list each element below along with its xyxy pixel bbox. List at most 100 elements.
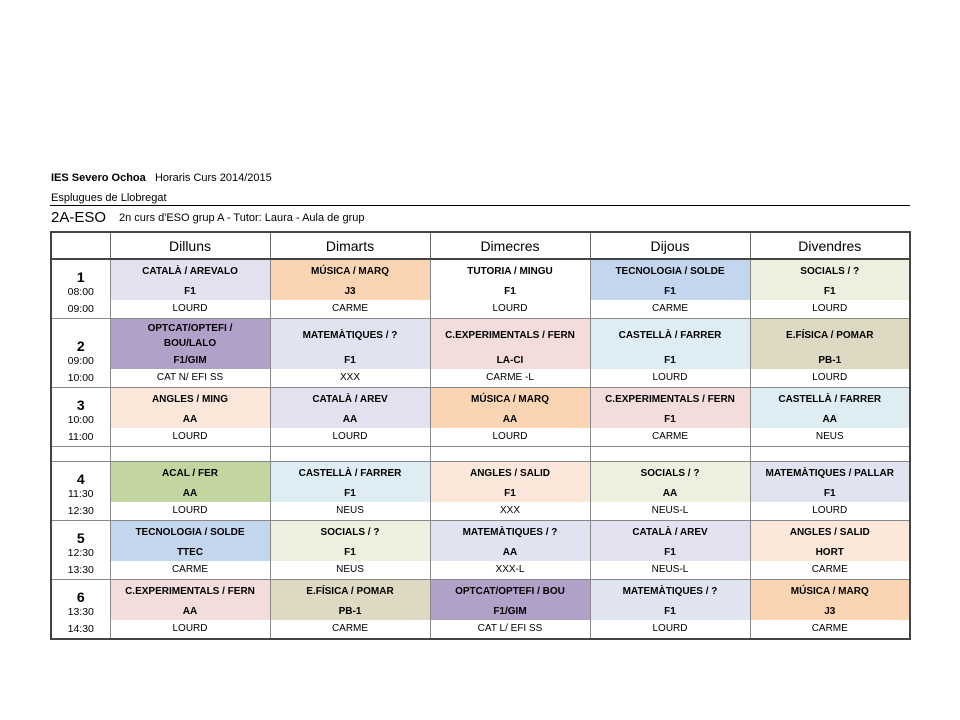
room-cell: F1 (589, 412, 750, 428)
subject-cell: TUTORIA / MINGU (429, 259, 590, 284)
room-cell: J3 (749, 604, 910, 620)
subject-label: SOCIALS / ? (320, 527, 380, 538)
subject-cell: SOCIALS / ? (749, 259, 910, 284)
subject-cell: CASTELLÀ / FARRER (589, 318, 750, 353)
slot-number: 6 (76, 589, 85, 604)
room-cell: AA (749, 412, 910, 428)
break-cell (51, 446, 110, 462)
subject-cell: CATALÀ / AREV (269, 387, 430, 412)
subject-cell: CATALÀ / AREVALO (109, 259, 270, 284)
teacher-cell: LOURD (109, 428, 270, 447)
room-cell: PB-1 (269, 604, 430, 620)
group-title: 2A-ESO (51, 209, 107, 226)
slot-subject-row: 3 ANGLES / MING CATALÀ / AREV MÚSICA / MARQ… (51, 387, 910, 412)
schedule-label: Horaris Curs 2014/2015 (154, 172, 272, 184)
break-cell (749, 446, 910, 462)
room-cell: F1 (269, 486, 430, 502)
slot-room-row: 11:30 AA F1 F1 AA F1 (51, 486, 910, 502)
header-divider (50, 205, 910, 206)
subject-label: ANGLES / SALID (789, 527, 870, 538)
subject-label: ANGLES / MING (151, 394, 229, 405)
day-header-row: Dilluns Dimarts Dimecres Dijous Divendre… (51, 232, 910, 260)
slot-teacher-row: 09:00 LOURD CARME LOURD CARME LOURD (51, 300, 910, 319)
subject-cell: MATEMÀTIQUES / ? (589, 579, 750, 604)
slot-subject-row: 2 OPTCAT/OPTEFI / BOU/LALO MATEMÀTIQUES / ?… (51, 318, 910, 353)
school-name: IES Severo Ochoa (51, 172, 146, 184)
subject-label: C.EXPERIMENTALS / FERN (125, 586, 255, 597)
subject-cell: ACAL / FER (109, 461, 270, 486)
room-cell: HORT (749, 545, 910, 561)
subject-cell: E.FÍSICA / POMAR (269, 579, 430, 604)
slot-room-row: 12:30 TTEC F1 AA F1 HORT (51, 545, 910, 561)
subject-label: MATEMÀTIQUES / PALLAR (765, 468, 894, 479)
slot-start-time: 13:30 (67, 605, 94, 618)
slot-subject-row: 1 CATALÀ / AREVALO MÚSICA / MARQ TUTORIA / … (51, 259, 910, 284)
teacher-cell: CARME (589, 300, 750, 319)
slot-teacher-row: 10:00 CAT N/ EFI SS XXX CARME -L LOURD LOURD (51, 369, 910, 388)
subject-label: CATALÀ / AREV (312, 394, 388, 405)
room-cell: F1 (429, 284, 590, 300)
subject-cell: CASTELLÀ / FARRER (269, 461, 430, 486)
teacher-cell: CARME -L (429, 369, 590, 388)
teacher-cell: NEUS (269, 561, 430, 580)
room-cell: F1 (109, 284, 270, 300)
subject-label: SOCIALS / ? (800, 266, 860, 277)
room-cell: AA (589, 486, 750, 502)
teacher-cell: LOURD (109, 502, 270, 521)
day-header: Divendres (749, 232, 910, 260)
slot-room-row: 08:00 F1 J3 F1 F1 F1 (51, 284, 910, 300)
room-cell: F1 (589, 604, 750, 620)
teacher-cell: CAT N/ EFI SS (109, 369, 270, 388)
break-row (51, 446, 910, 462)
teacher-cell: LOURD (589, 620, 750, 640)
teacher-cell: LOURD (749, 300, 910, 319)
teacher-cell: LOURD (269, 428, 430, 447)
subject-label: CASTELLÀ / FARRER (618, 330, 722, 341)
subject-cell: MATEMÀTIQUES / ? (429, 520, 590, 545)
teacher-cell: XXX (429, 502, 590, 521)
room-cell: F1 (749, 284, 910, 300)
room-cell: F1/GIM (109, 353, 270, 369)
subject-label: TECNOLOGIA / SOLDE (615, 266, 725, 277)
subject-cell: MÚSICA / MARQ (429, 387, 590, 412)
slot-start-time: 10:00 (67, 413, 94, 426)
room-cell: LA-CI (429, 353, 590, 369)
subject-label: MATEMÀTIQUES / ? (622, 586, 718, 597)
room-cell: AA (109, 412, 270, 428)
slot-room-row: 13:30 AA PB-1 F1/GIM F1 J3 (51, 604, 910, 620)
subject-label: ACAL / FER (162, 468, 218, 479)
slot-end-time: 14:30 (51, 620, 110, 640)
day-header: Dimecres (429, 232, 590, 260)
subject-label: CASTELLÀ / FARRER (778, 394, 882, 405)
subject-cell: ANGLES / MING (109, 387, 270, 412)
slot-subject-row: 4 ACAL / FER CASTELLÀ / FARRER ANGLES / SAL… (51, 461, 910, 486)
teacher-cell: XXX (269, 369, 430, 388)
slot-teacher-row: 13:30 CARME NEUS XXX-L NEUS-L CARME (51, 561, 910, 580)
subject-label: MÚSICA / MARQ (471, 394, 549, 405)
slot-number: 2 (76, 338, 85, 353)
room-cell: F1 (589, 353, 750, 369)
subject-cell: SOCIALS / ? (269, 520, 430, 545)
slot-number: 5 (76, 530, 85, 545)
teacher-cell: NEUS-L (589, 502, 750, 521)
teacher-cell: CARME (589, 428, 750, 447)
city-label: Esplugues de Llobregat (51, 192, 167, 204)
subject-cell: MATEMÀTIQUES / ? (269, 318, 430, 353)
subject-label: MATEMÀTIQUES / ? (462, 527, 558, 538)
teacher-cell: LOURD (589, 369, 750, 388)
subject-cell: TECNOLOGIA / SOLDE (109, 520, 270, 545)
subject-label: OPTCAT/OPTEFI / BOU (455, 586, 565, 597)
room-cell: PB-1 (749, 353, 910, 369)
teacher-cell: CARME (749, 561, 910, 580)
subject-label: C.EXPERIMENTALS / FERN (445, 330, 575, 341)
teacher-cell: LOURD (429, 300, 590, 319)
subject-cell: C.EXPERIMENTALS / FERN (109, 579, 270, 604)
break-cell (109, 446, 270, 462)
slot-end-time: 11:00 (51, 428, 110, 447)
subject-label: CASTELLÀ / FARRER (298, 468, 402, 479)
group-description: 2n curs d'ESO grup A - Tutor: Laura - Au… (119, 212, 365, 224)
subject-label: OPTCAT/OPTEFI / (147, 322, 233, 334)
room-cell: F1/GIM (429, 604, 590, 620)
subject-cell: ANGLES / SALID (429, 461, 590, 486)
subject-cell: C.EXPERIMENTALS / FERN (589, 387, 750, 412)
